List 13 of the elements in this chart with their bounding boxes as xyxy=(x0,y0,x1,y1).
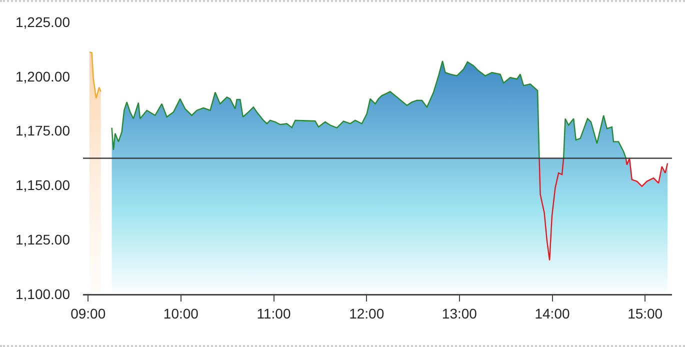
x-tick-label: 10:00 xyxy=(163,305,199,322)
y-tick-label: 1,100.00 xyxy=(16,286,70,302)
x-tick-label: 13:00 xyxy=(442,305,478,322)
y-tick-label: 1,150.00 xyxy=(16,177,70,194)
y-tick-label: 1,175.00 xyxy=(16,122,70,139)
y-tick-label: 1,125.00 xyxy=(16,232,70,248)
x-tick-label: 11:00 xyxy=(256,305,291,322)
x-tick-label: 12:00 xyxy=(349,305,384,322)
y-tick-label: 1,225.00 xyxy=(16,14,70,30)
x-tick-label: 14:00 xyxy=(534,305,570,322)
x-tick-label: 15:00 xyxy=(628,305,663,322)
y-tick-label: 1,200.00 xyxy=(16,68,70,84)
x-tick-label: 09:00 xyxy=(70,305,106,322)
